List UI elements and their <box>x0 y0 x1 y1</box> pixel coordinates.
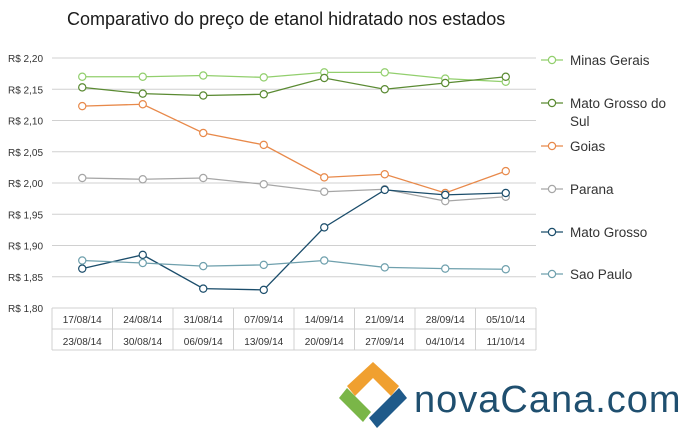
series-line <box>82 259 506 270</box>
logo-text: novaCana.com <box>414 379 682 421</box>
series-line <box>82 177 506 202</box>
x-tick-label-start: 05/10/14 <box>486 315 525 326</box>
data-point <box>441 190 450 200</box>
data-point <box>259 260 268 270</box>
legend-label: Parana <box>570 182 614 197</box>
data-point <box>320 73 329 83</box>
chart-title: Comparativo do preço de etanol hidratado… <box>67 9 505 29</box>
legend-label: Goias <box>570 139 606 154</box>
y-tick-label: R$ 2,20 <box>8 54 43 65</box>
y-tick-label: R$ 1,95 <box>8 210 43 221</box>
x-tick-label-start: 28/09/14 <box>426 315 465 326</box>
data-point <box>380 185 389 195</box>
legend-label: Sao Paulo <box>570 267 632 282</box>
x-tick-label-start: 17/08/14 <box>63 315 102 326</box>
x-tick-label-end: 27/09/14 <box>365 337 404 348</box>
data-point <box>138 72 147 81</box>
logo-emblem-right <box>369 388 407 428</box>
x-tick-label-start: 21/09/14 <box>365 315 404 326</box>
data-point <box>259 90 268 99</box>
y-tick-label: R$ 1,85 <box>8 273 43 284</box>
data-point <box>320 223 329 232</box>
y-axis-ticks: R$ 1,80 R$ 1,85 R$ 1,90 R$ 1,95 R$ 2,00 R$ 2,… <box>8 54 43 315</box>
data-point <box>501 72 510 81</box>
data-point <box>259 180 268 189</box>
data-point <box>199 128 208 138</box>
data-point <box>259 140 268 150</box>
x-tick-label-end: 04/10/14 <box>426 337 465 348</box>
x-tick-label-start: 24/08/14 <box>123 315 162 326</box>
series-line <box>82 71 506 83</box>
data-point <box>259 73 268 82</box>
data-point <box>199 284 208 293</box>
data-point <box>259 285 268 295</box>
legend-marker <box>547 184 557 194</box>
data-point <box>199 261 208 271</box>
data-point <box>78 256 87 265</box>
novacana-logo: novaCana.com <box>339 362 682 428</box>
x-tick-label-start: 14/09/14 <box>305 315 344 326</box>
data-point <box>501 166 510 176</box>
logo-emblem-left <box>339 388 371 422</box>
series-line <box>82 103 506 194</box>
data-point <box>78 83 87 92</box>
legend-marker <box>547 269 557 279</box>
x-tick-label-end: 06/09/14 <box>184 337 223 348</box>
x-tick-label-end: 20/09/14 <box>305 337 344 348</box>
logo-emblem-top <box>347 362 399 396</box>
x-axis-ticks: 17/08/14 23/08/14 24/08/14 30/08/14 31/08/14… <box>63 315 526 348</box>
data-point <box>138 100 147 109</box>
data-point <box>501 265 510 274</box>
x-tick-label-start: 07/09/14 <box>244 315 283 326</box>
data-point <box>138 250 147 260</box>
data-point <box>78 264 87 273</box>
data-point <box>78 173 87 183</box>
y-tick-label: R$ 1,90 <box>8 242 43 253</box>
data-point <box>78 101 87 111</box>
data-point <box>138 258 147 268</box>
data-point <box>138 175 147 184</box>
legend-label: Mato Grosso do Sul <box>570 96 666 129</box>
x-tick-label-end: 23/08/14 <box>63 337 102 348</box>
data-point <box>320 173 329 182</box>
legend-marker <box>547 141 557 151</box>
legend: Minas Gerais Mato Grosso do Sul Goias Parana… <box>541 53 666 282</box>
data-point <box>138 89 147 98</box>
grid-layer <box>51 57 537 351</box>
y-tick-label: R$ 1,80 <box>8 304 43 315</box>
series-layer <box>78 68 510 295</box>
data-point <box>380 170 389 179</box>
y-tick-label: R$ 2,15 <box>8 85 43 96</box>
y-tick-label: R$ 2,05 <box>8 148 43 159</box>
data-point <box>441 78 450 88</box>
data-point <box>380 263 389 272</box>
legend-marker <box>547 227 557 237</box>
logo-emblem-center <box>359 380 387 408</box>
series-line <box>82 76 506 97</box>
x-tick-label-end: 13/09/14 <box>244 337 283 348</box>
data-point <box>199 91 208 100</box>
logo-emblem-icon <box>339 362 407 428</box>
data-point <box>380 68 389 77</box>
legend-label: Minas Gerais <box>570 53 650 68</box>
x-tick-label-start: 31/08/14 <box>184 315 223 326</box>
legend-marker <box>547 98 557 108</box>
data-point <box>380 85 389 94</box>
data-point <box>199 71 208 80</box>
data-point <box>320 187 329 196</box>
x-tick-label-end: 30/08/14 <box>123 337 162 348</box>
data-point <box>441 264 450 273</box>
legend-marker <box>547 55 557 65</box>
legend-label: Mato Grosso <box>570 225 647 240</box>
series-line <box>82 189 506 291</box>
y-tick-label: R$ 2,10 <box>8 117 43 128</box>
data-point <box>199 173 208 183</box>
data-point <box>320 256 329 265</box>
data-point <box>78 72 87 81</box>
data-point <box>501 188 510 198</box>
y-tick-label: R$ 2,00 <box>8 179 43 190</box>
x-tick-label-end: 11/10/14 <box>487 337 526 348</box>
